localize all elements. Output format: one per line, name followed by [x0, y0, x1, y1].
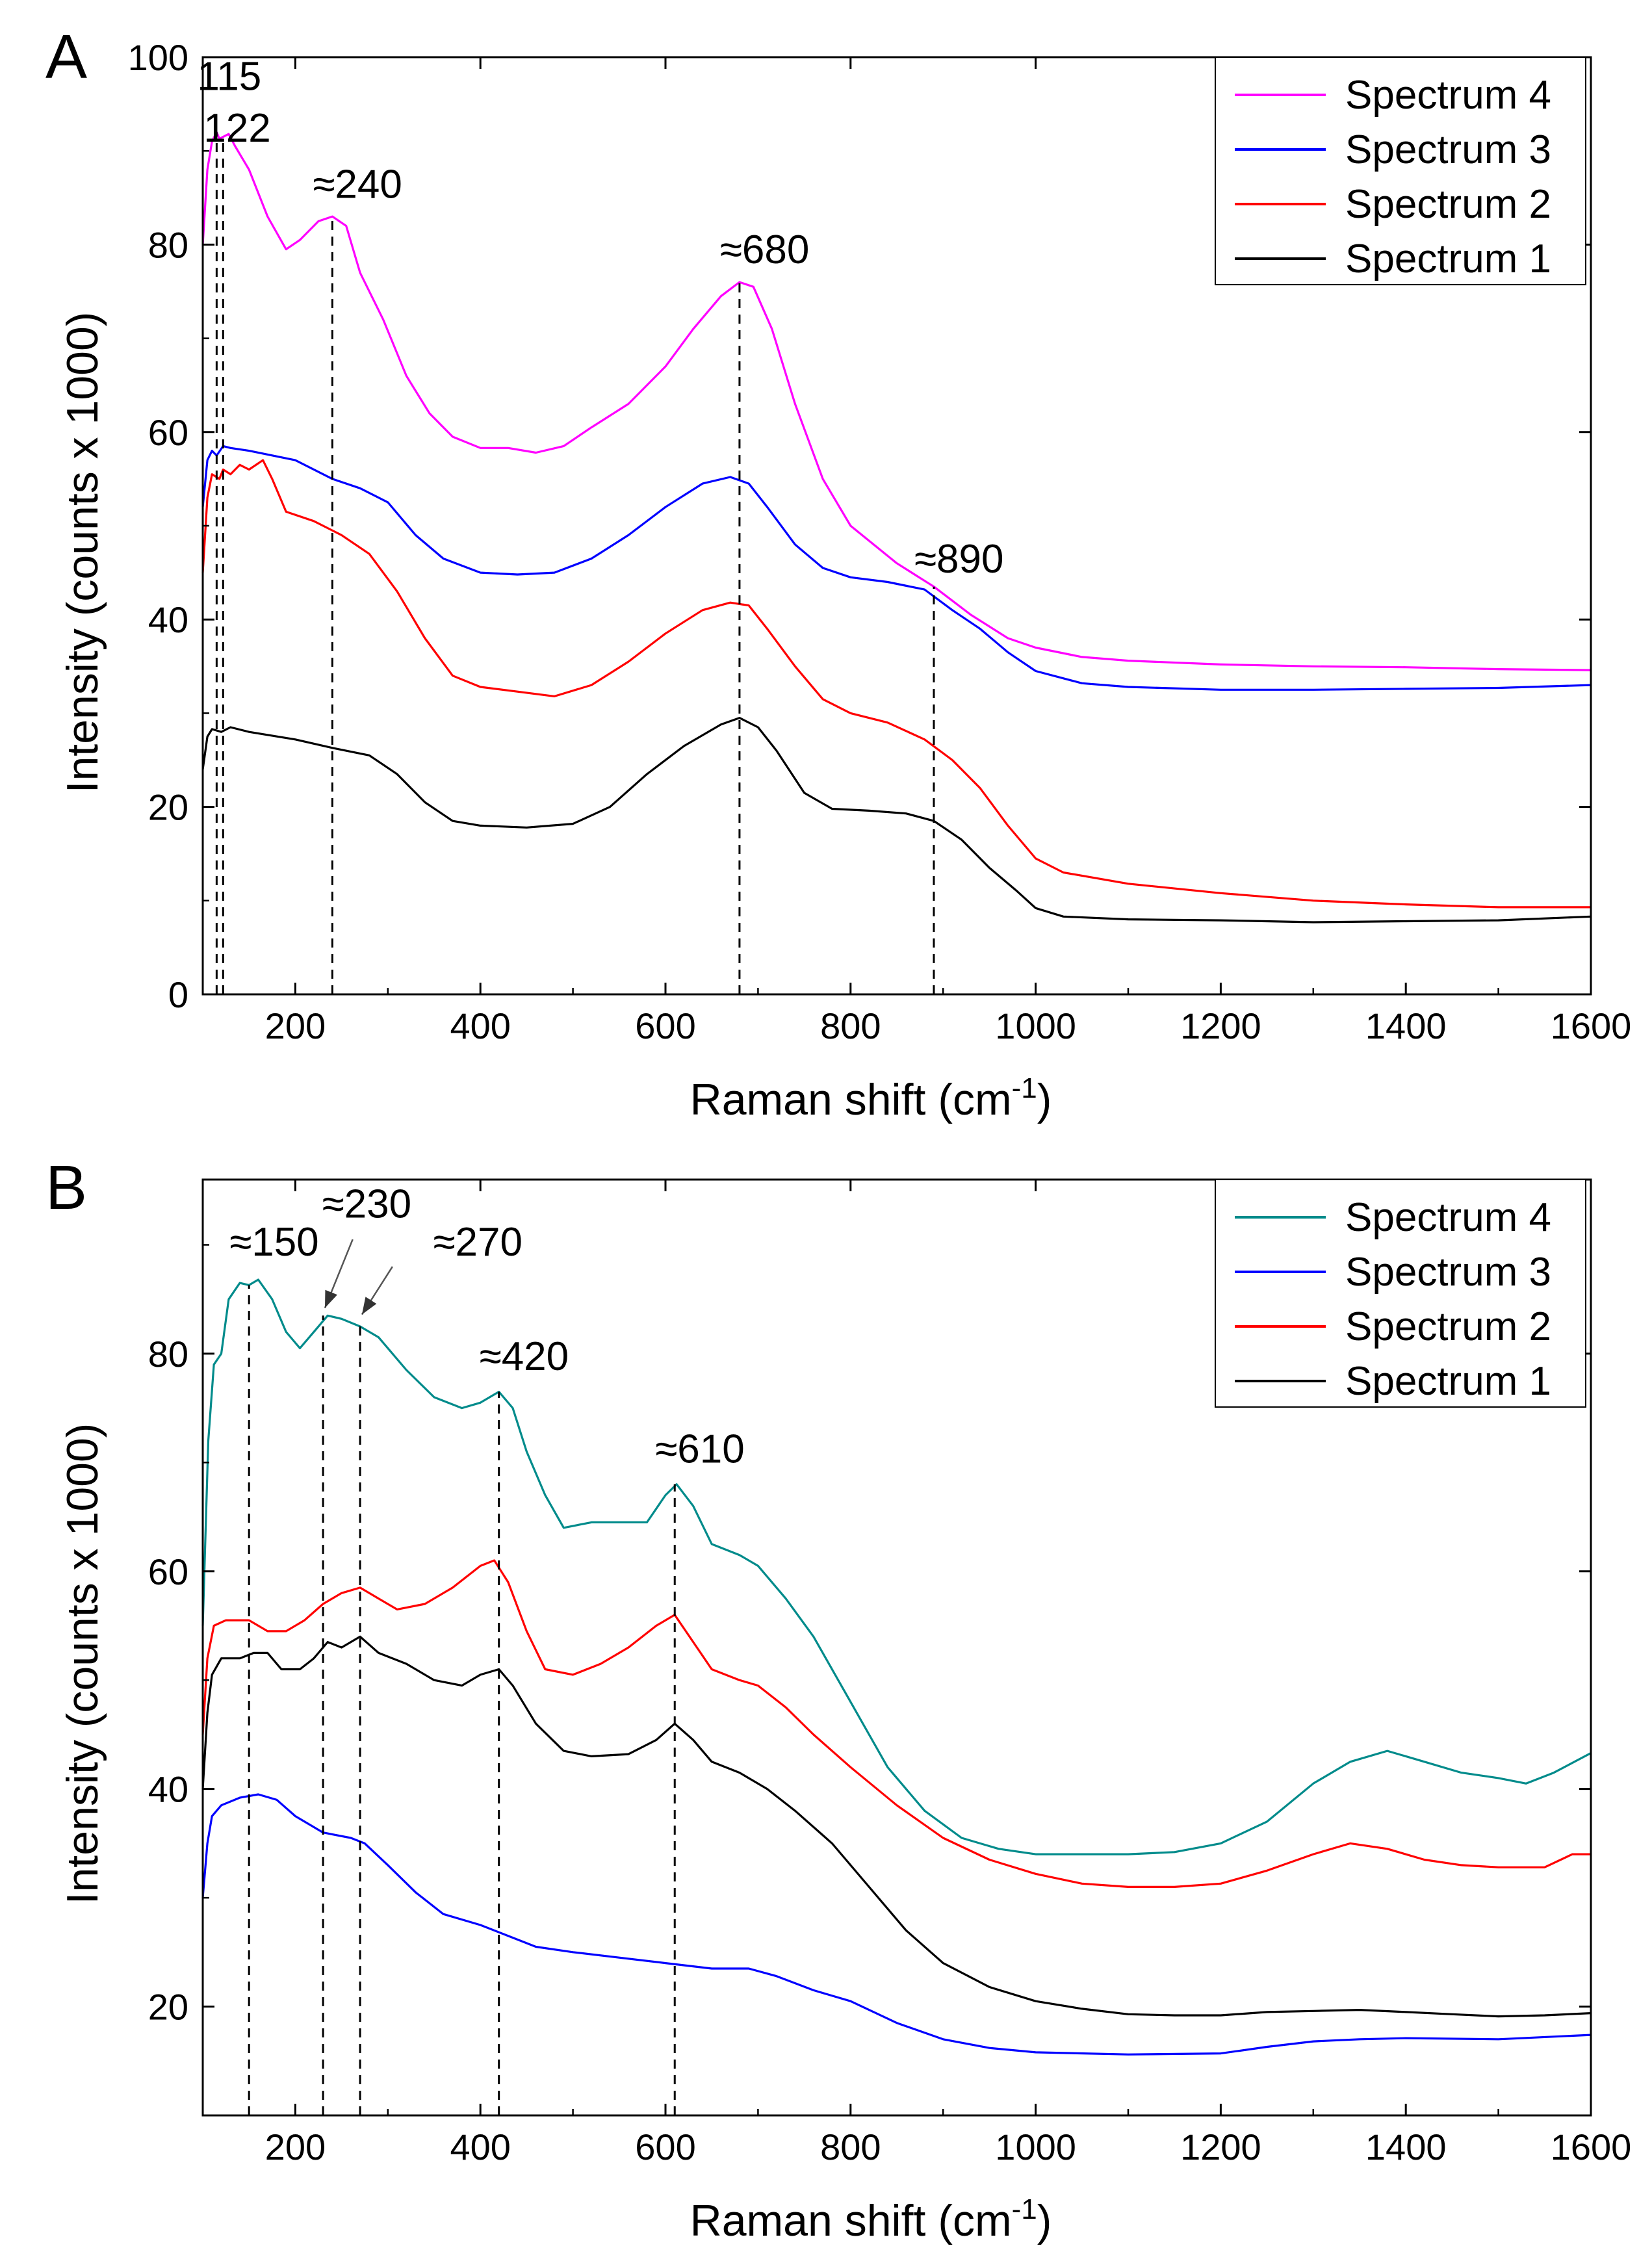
- panel-b-annotation-approx-270: ≈270: [433, 1220, 522, 1265]
- panel-b-legend-label-spectrum-3: Spectrum 3: [1345, 1250, 1551, 1295]
- panel-a-xtick-label-800: 800: [820, 1005, 881, 1046]
- panel-a-legend-label-spectrum-3: Spectrum 3: [1345, 127, 1551, 172]
- panel-a-y-axis-title: Intensity (counts x 1000): [58, 312, 107, 794]
- panel-a-ytick-label-0: 0: [168, 974, 188, 1015]
- panel-b-spectrum-1-line: [201, 1635, 1592, 2018]
- panel-a-annotation-approx-680: ≈680: [720, 227, 809, 272]
- panel-b-spectrum-4-line: [201, 1278, 1592, 1855]
- panel-b-xtick-label-1000: 1000: [995, 2126, 1076, 2167]
- panel-a-legend-label-spectrum-4: Spectrum 4: [1345, 73, 1551, 118]
- panel-b-legend-label-spectrum-2: Spectrum 2: [1345, 1304, 1551, 1349]
- panel-a-axis-ticks: 200 400 600 800 1000 1200 1400 1600 0 20 40 60 80 100: [128, 37, 1632, 1046]
- panel-a-annotations: 115 122 ≈240 ≈680 ≈890: [197, 54, 1003, 582]
- panel-b-reference-lines: [248, 1285, 676, 2115]
- panel-a-ytick-label-20: 20: [148, 787, 188, 828]
- panel-a-legend-label-spectrum-2: Spectrum 2: [1345, 182, 1551, 227]
- panel-b-legend-label-spectrum-1: Spectrum 1: [1345, 1359, 1551, 1404]
- panel-b-arrow-head-0: [324, 1289, 337, 1308]
- panel-b-spectrum-3-line: [201, 1793, 1592, 2056]
- panel-b-xtick-label-400: 400: [450, 2126, 510, 2167]
- panel-a-spectrum-1-line: [201, 717, 1592, 924]
- panel-a-annotation-115: 115: [197, 54, 261, 99]
- panel-a-ytick-label-100: 100: [128, 37, 188, 78]
- panel-a-spectrum-4-line: [201, 131, 1592, 671]
- panel-b-label: B: [45, 1153, 87, 1222]
- panel-a-ytick-label-40: 40: [148, 599, 188, 640]
- panel-a-legend: Spectrum 4 Spectrum 3 Spectrum 2 Spectrum 1: [1215, 57, 1586, 285]
- panel-b-ytick-label-60: 60: [148, 1551, 188, 1592]
- panel-b-annotation-approx-610: ≈610: [655, 1427, 744, 1471]
- panel-a-xtick-label-400: 400: [450, 1005, 510, 1046]
- panel-a-xtick-label-1400: 1400: [1365, 1005, 1447, 1046]
- panel-a-legend-label-spectrum-1: Spectrum 1: [1345, 237, 1551, 281]
- panel-b-spectrum-2-line: [201, 1559, 1591, 1888]
- panel-a-xtick-label-600: 600: [635, 1005, 695, 1046]
- panel-a-annotation-approx-890: ≈890: [914, 537, 1003, 582]
- panel-a-reference-lines: [215, 132, 935, 994]
- panel-b-arrow-head-1: [361, 1297, 377, 1315]
- panel-a-ytick-label-60: 60: [148, 412, 188, 453]
- panel-a-xtick-label-1600: 1600: [1551, 1005, 1632, 1046]
- panel-b-annotation-approx-420: ≈420: [480, 1334, 569, 1379]
- panel-b-series-layer: [201, 1278, 1592, 2056]
- panel-b-legend: Spectrum 4 Spectrum 3 Spectrum 2 Spectrum 1: [1215, 1179, 1586, 1408]
- panel-b-chart: B ≈150≈230 ≈270 ≈420 ≈610 200 400 600 800 1000 1…: [45, 1153, 1631, 2245]
- panel-b-xtick-label-800: 800: [820, 2126, 881, 2167]
- panel-b-annotation-approx-230: ≈230: [322, 1182, 411, 1227]
- panel-a-spectrum-2-line: [201, 459, 1591, 909]
- panel-a-label: A: [45, 22, 87, 92]
- panel-b-axis-ticks: 200 400 600 800 1000 1200 1400 1600 20 40 60 80: [148, 1180, 1632, 2167]
- panel-b-x-axis-title: Raman shift (cm-1): [690, 2193, 1052, 2245]
- panel-b-legend-label-spectrum-4: Spectrum 4: [1345, 1195, 1551, 1240]
- panel-b-xtick-label-600: 600: [635, 2126, 695, 2167]
- panel-b-ytick-label-40: 40: [148, 1769, 188, 1810]
- panel-a-annotation-approx-240: ≈240: [313, 162, 402, 207]
- panel-a-annotation-122: 122: [203, 106, 270, 151]
- panel-a-ytick-label-80: 80: [148, 224, 188, 265]
- panel-a-xtick-label-200: 200: [265, 1005, 326, 1046]
- panel-b-y-axis-title: Intensity (counts x 1000): [58, 1423, 107, 1905]
- panel-b-xtick-label-1400: 1400: [1365, 2126, 1447, 2167]
- panel-b-xtick-label-1200: 1200: [1180, 2126, 1261, 2167]
- panel-b-annotation-approx-150: ≈150: [229, 1220, 318, 1265]
- panel-a-spectrum-3-line: [201, 445, 1592, 691]
- panel-b-annotations: ≈150≈230 ≈270 ≈420 ≈610: [229, 1182, 745, 1472]
- panel-a-series-layer: [201, 131, 1592, 924]
- panel-b-ytick-label-80: 80: [148, 1334, 188, 1375]
- panel-a-x-axis-title: Raman shift (cm-1): [690, 1072, 1052, 1124]
- panel-b-xtick-label-1600: 1600: [1551, 2126, 1632, 2167]
- panel-a-xtick-label-1200: 1200: [1180, 1005, 1261, 1046]
- panel-b-xtick-label-200: 200: [265, 2126, 326, 2167]
- panel-b-ytick-label-20: 20: [148, 1987, 188, 2028]
- panel-a-xtick-label-1000: 1000: [995, 1005, 1076, 1046]
- panel-b-plot-frame: [201, 1178, 1592, 2117]
